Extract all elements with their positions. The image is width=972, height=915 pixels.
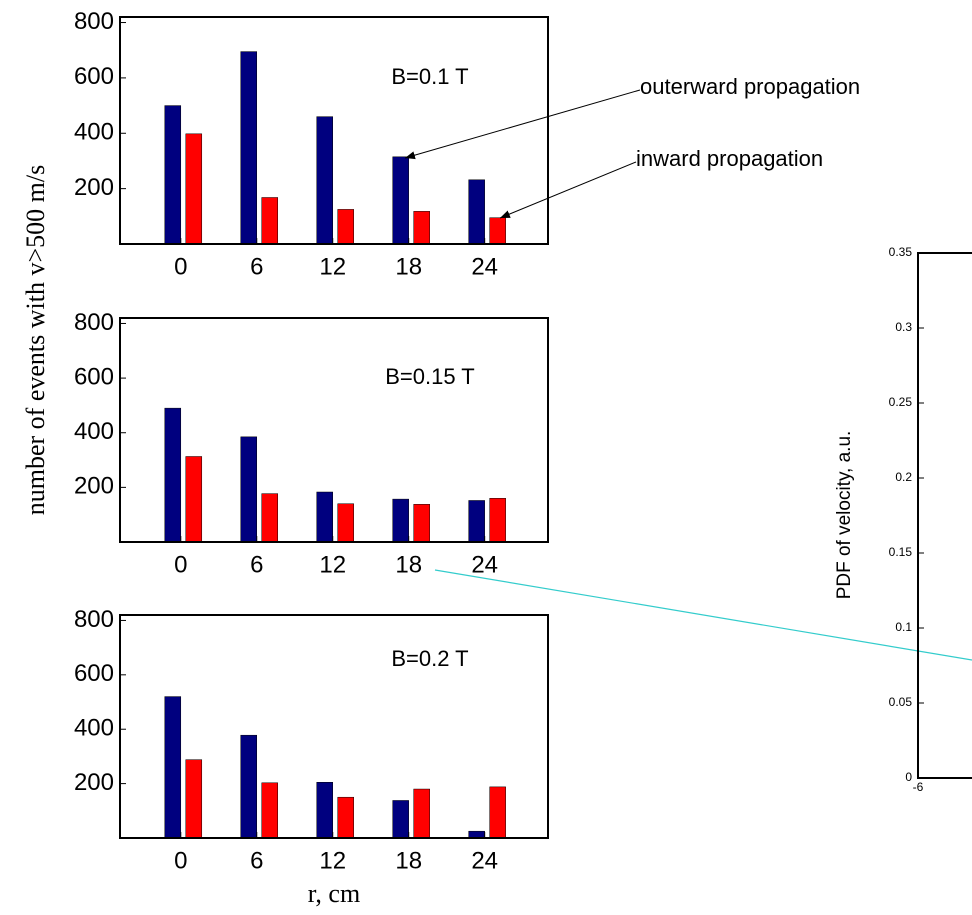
bar xyxy=(240,51,258,245)
x-tick-label: 0 xyxy=(174,551,187,578)
y-tick-label: 0 xyxy=(905,770,912,784)
x-tick-label: 6 xyxy=(250,253,263,280)
bar xyxy=(392,156,409,245)
bar xyxy=(392,498,409,543)
bar xyxy=(185,759,203,839)
axes-frame xyxy=(917,252,972,779)
bar xyxy=(489,498,506,543)
y-tick-label: 600 xyxy=(74,363,114,390)
panel-title: B=0.15 T xyxy=(385,364,475,389)
bar xyxy=(316,116,333,245)
bar xyxy=(164,407,182,543)
panel-title: B=0.2 T xyxy=(391,646,468,671)
x-tick-label: 24 xyxy=(471,551,498,578)
bar xyxy=(240,436,258,543)
bar xyxy=(468,830,485,839)
connector-line xyxy=(434,569,972,661)
y-tick-label: 800 xyxy=(74,606,114,633)
y-tick-label: 800 xyxy=(74,8,114,35)
bar xyxy=(413,211,430,245)
bar xyxy=(413,504,430,543)
y-tick-label: 0.05 xyxy=(889,695,913,709)
bar xyxy=(337,796,354,839)
y-tick-label: 0.35 xyxy=(889,245,913,259)
y-tick-label: 0.25 xyxy=(889,395,913,409)
y-tick-label: 400 xyxy=(74,119,114,146)
bar xyxy=(261,782,279,839)
y-tick-label: 0.1 xyxy=(895,620,912,634)
x-tick-label: 6 xyxy=(250,847,263,874)
x-tick-label: 0 xyxy=(174,253,187,280)
axes-frame xyxy=(119,16,549,245)
y-tick-label: 600 xyxy=(74,660,114,687)
y-tick-label: 0.15 xyxy=(889,545,913,559)
y-tick-label: 600 xyxy=(74,63,114,90)
annotation-arrow xyxy=(404,89,641,160)
bar xyxy=(392,800,409,839)
annotation: outerward propagation xyxy=(640,74,860,99)
x-tick-label: 24 xyxy=(471,253,498,280)
y-tick-label: 200 xyxy=(74,769,114,796)
x-tick-label: 18 xyxy=(395,253,422,280)
bar xyxy=(185,133,203,245)
y-tick-label: 800 xyxy=(74,309,114,336)
bar xyxy=(240,734,258,839)
bar xyxy=(185,456,203,543)
bar xyxy=(261,493,279,543)
x-axis-label: r, cm xyxy=(308,879,360,908)
y-tick-label: 0.3 xyxy=(895,320,912,334)
x-tick-label: 12 xyxy=(319,551,346,578)
bar xyxy=(164,696,182,839)
bar xyxy=(316,782,333,839)
y-axis-label: number of events with v>500 m/s xyxy=(21,165,50,515)
bar xyxy=(489,786,506,839)
bar xyxy=(337,209,354,245)
y-tick-label: 200 xyxy=(74,174,114,201)
y-tick-label: 400 xyxy=(74,715,114,742)
bar xyxy=(316,491,333,543)
bar xyxy=(489,217,506,245)
x-tick-label: 18 xyxy=(395,551,422,578)
bar xyxy=(261,197,279,245)
bar xyxy=(468,500,485,543)
x-tick-label: 12 xyxy=(319,847,346,874)
bar xyxy=(413,788,430,839)
x-tick-label: 6 xyxy=(250,551,263,578)
x-tick-label: 24 xyxy=(471,847,498,874)
bar xyxy=(164,105,182,245)
y-tick-label: 0.2 xyxy=(895,470,912,484)
y-tick-label: 200 xyxy=(74,473,114,500)
x-tick-label: 0 xyxy=(174,847,187,874)
axes-frame xyxy=(119,317,549,543)
x-tick-label: 12 xyxy=(319,253,346,280)
y-axis-label: PDF of velocity, a.u. xyxy=(834,431,855,600)
bar xyxy=(468,179,485,245)
x-tick-label: 18 xyxy=(395,847,422,874)
y-tick-label: 400 xyxy=(74,418,114,445)
axes-frame xyxy=(119,614,549,839)
annotation: inward propagation xyxy=(636,146,823,171)
annotation-arrow xyxy=(499,161,637,219)
panel-title: B=0.1 T xyxy=(391,64,468,89)
bar xyxy=(337,503,354,543)
x-tick-label: -6 xyxy=(913,780,924,794)
